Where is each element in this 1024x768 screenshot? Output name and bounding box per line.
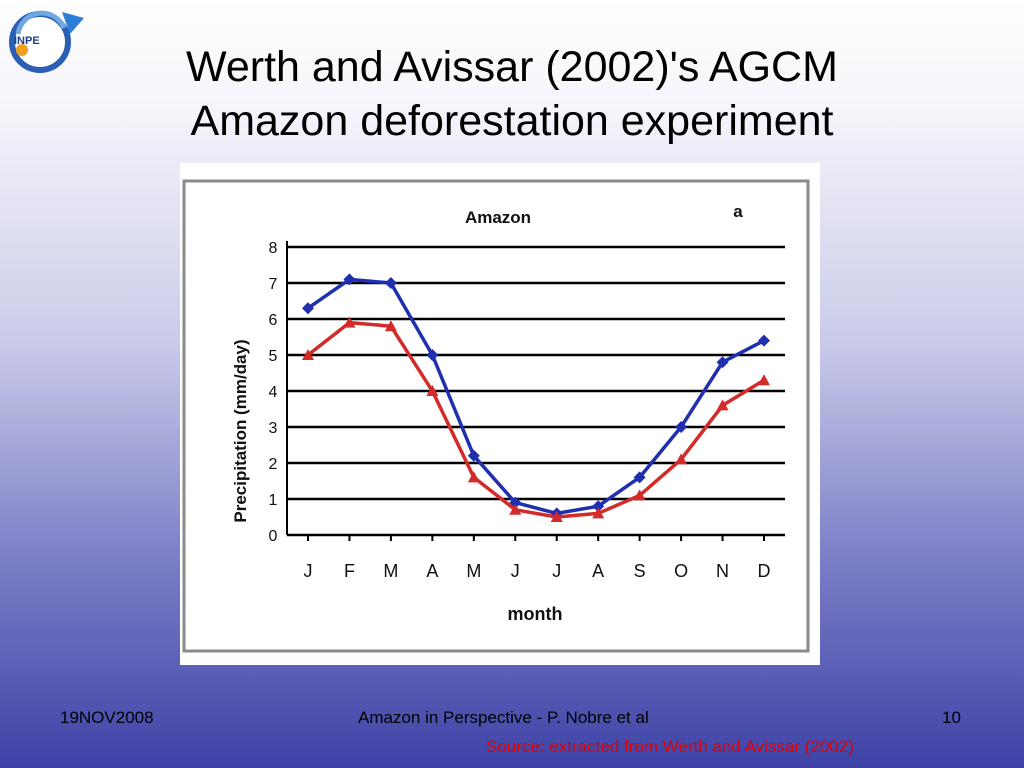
x-tick-label: D (758, 561, 771, 581)
slide-title-line-2: Amazon deforestation experiment (190, 97, 834, 145)
series-control-point (592, 500, 605, 513)
x-axis-label: month (508, 604, 563, 624)
x-tick-label: J (552, 561, 561, 581)
y-tick-label: 8 (269, 240, 278, 257)
y-tick-label: 6 (269, 312, 278, 329)
x-tick-label: F (344, 561, 355, 581)
source-citation: Source: extracted from Werth and Avissar… (486, 737, 854, 756)
x-tick-label: N (716, 561, 729, 581)
series-control-point (633, 471, 646, 484)
series-control-point (716, 356, 729, 369)
y-tick-label: 3 (269, 420, 278, 437)
series-control-point (467, 449, 480, 462)
x-tick-label: A (426, 561, 438, 581)
series-deforested-point (550, 511, 563, 522)
series-control-point (758, 334, 770, 347)
y-axis-label: Precipitation (mm/day) (231, 339, 250, 522)
x-tick-label: J (511, 561, 520, 581)
x-tick-label: O (674, 561, 688, 581)
x-tick-label: S (634, 561, 646, 581)
chart-title: Amazon (465, 208, 531, 227)
series-deforested-point (592, 507, 605, 519)
logo-text: INPE (14, 35, 40, 47)
series-deforested-point (758, 374, 770, 386)
series-deforested-point (426, 385, 439, 396)
footer-page-number: 10 (942, 708, 961, 727)
y-tick-label: 5 (269, 348, 278, 365)
gridlines (286, 241, 785, 537)
series-deforested-point (302, 349, 314, 360)
series-deforested-point (384, 320, 397, 332)
series-deforested-point (467, 471, 480, 483)
x-tick-label: A (592, 561, 604, 581)
series-deforested-point (633, 489, 646, 501)
series-control-line (307, 277, 765, 516)
panel-label: a (733, 202, 743, 221)
x-tick-label: M (466, 561, 481, 581)
series-deforested-point (343, 316, 356, 328)
y-tick-label: 7 (269, 276, 278, 293)
series-control-point (384, 277, 397, 289)
footer-date: 19NOV2008 (60, 708, 154, 727)
x-tick-label: J (304, 561, 313, 581)
inpe-logo-icon: INPE (9, 10, 84, 73)
y-tick-label: 4 (269, 384, 278, 401)
slide-title-line-1: Werth and Avissar (2002)'s AGCM (186, 43, 838, 91)
data-series (302, 273, 770, 522)
precipitation-chart: Amazon a Precipitation (mm/day) month 0 1… (182, 179, 810, 653)
x-tick-label: M (383, 561, 398, 581)
chart-frame: Amazon a Precipitation (mm/day) month 0 1… (180, 163, 820, 665)
inpe-logo: INPE (4, 4, 90, 76)
series-deforested-point (509, 503, 522, 515)
series-deforested-point (675, 453, 688, 465)
axis-ticks: 0 1 2 3 4 5 6 7 8 J F M A M J J A S O N D (269, 240, 771, 581)
series-control-point (675, 421, 688, 433)
series-deforested-line (306, 320, 765, 519)
series-control-point (426, 349, 439, 361)
y-tick-label: 2 (269, 456, 278, 473)
series-deforested-point (716, 399, 729, 411)
y-tick-label: 1 (269, 492, 278, 509)
series-control-point (343, 273, 356, 286)
slide-title: Werth and Avissar (2002)'s AGCM Amazon d… (0, 40, 1024, 148)
footer-presentation-title: Amazon in Perspective - P. Nobre et al (358, 708, 649, 727)
series-control-point (302, 302, 314, 315)
y-tick-label: 0 (269, 528, 278, 545)
